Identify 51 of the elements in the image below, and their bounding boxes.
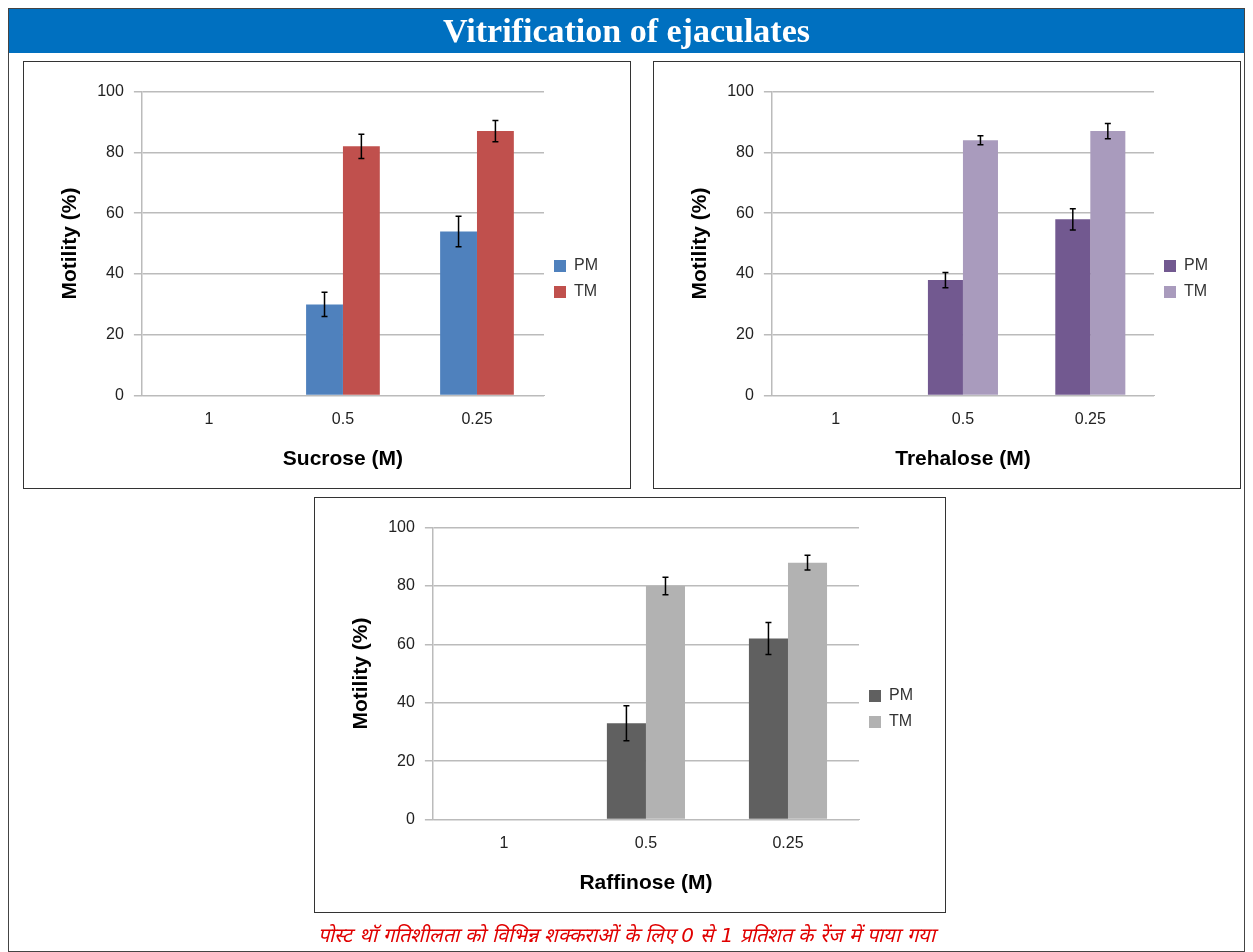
text: Vitrification of ejaculates xyxy=(9,9,1244,53)
y-tick-label: 80 xyxy=(397,576,415,594)
legend-label: PM xyxy=(1184,256,1208,274)
bar xyxy=(342,146,380,395)
bar xyxy=(927,280,963,395)
legend-label: TM xyxy=(574,282,598,300)
bar xyxy=(606,723,646,819)
y-tick-label: 20 xyxy=(736,325,754,343)
x-axis-title: Raffinose (M) xyxy=(579,870,713,894)
y-tick-label: 40 xyxy=(736,264,754,282)
legend-label: TM xyxy=(1184,282,1208,300)
y-tick-label: 40 xyxy=(397,693,415,711)
y-tick-label: 20 xyxy=(397,751,415,769)
y-axis-title: Motility (%) xyxy=(687,187,711,300)
bar xyxy=(440,231,477,395)
bar xyxy=(962,140,998,395)
bar xyxy=(476,131,514,395)
y-axis-title: Motility (%) xyxy=(348,617,372,730)
x-tick-label: 1 xyxy=(204,409,214,427)
y-tick-label: 80 xyxy=(736,142,754,160)
y-tick-label: 0 xyxy=(744,386,754,404)
bar xyxy=(1055,219,1091,395)
y-tick-label: 60 xyxy=(106,203,124,221)
y-tick-label: 100 xyxy=(97,82,124,100)
y-tick-label: 60 xyxy=(397,634,415,652)
x-tick-label: 0.25 xyxy=(461,409,493,427)
y-tick-label: 40 xyxy=(106,264,124,282)
x-tick-label: 1 xyxy=(831,409,841,427)
x-tick-label: 0.5 xyxy=(951,409,975,427)
y-tick-label: 20 xyxy=(106,325,124,343)
x-tick-label: 0.5 xyxy=(634,833,658,851)
legend-label: TM xyxy=(889,712,913,730)
x-tick-label: 1 xyxy=(499,833,509,851)
bar xyxy=(306,304,343,395)
y-tick-label: 100 xyxy=(727,82,754,100)
x-axis-title: Trehalose (M) xyxy=(895,446,1031,470)
bar xyxy=(748,638,788,819)
x-tick-label: 0.25 xyxy=(1074,409,1106,427)
y-tick-label: 0 xyxy=(405,810,415,828)
text: पोस्ट थॉ गतिशीलता को विभिन्न शक्कराओं के लिए 0 से 1 प्रतिशत के रेंज में पाया गया xyxy=(317,922,940,948)
y-tick-label: 60 xyxy=(736,203,754,221)
x-axis-title: Sucrose (M) xyxy=(282,446,404,470)
y-tick-label: 80 xyxy=(106,142,124,160)
y-tick-label: 0 xyxy=(114,386,124,404)
legend-label: PM xyxy=(574,256,598,274)
y-tick-label: 100 xyxy=(388,518,415,536)
bar xyxy=(1090,131,1126,395)
legend-label: PM xyxy=(889,686,913,704)
y-axis-title: Motility (%) xyxy=(57,187,81,300)
x-tick-label: 0.5 xyxy=(331,409,355,427)
x-tick-label: 0.25 xyxy=(772,833,804,851)
